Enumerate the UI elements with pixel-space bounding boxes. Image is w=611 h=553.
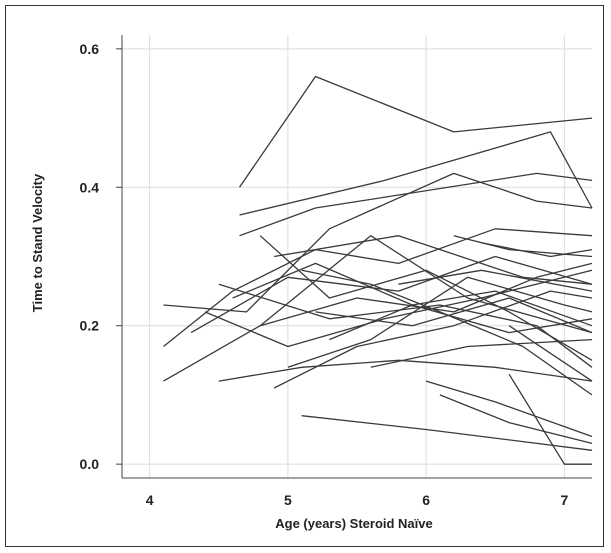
- series-line-14: [260, 262, 593, 327]
- series-line-26: [273, 235, 593, 285]
- y-tick-label: 0.4: [80, 179, 100, 195]
- series-line-2: [239, 172, 593, 237]
- series-line-25: [398, 269, 593, 292]
- series-line-12: [273, 290, 593, 389]
- y-tick-label: 0.2: [80, 318, 100, 334]
- series-line-5: [163, 228, 593, 348]
- tick-labels: 4 5 6 7 0.0 0.2 0.4 0.6: [80, 41, 569, 508]
- series-line-22: [508, 373, 592, 465]
- series-line-23: [508, 325, 593, 382]
- series-lines: [163, 75, 593, 465]
- x-tick-label: 7: [560, 492, 568, 508]
- series-line-20: [425, 380, 593, 438]
- series-line-19: [301, 415, 593, 451]
- series-line-17: [315, 297, 593, 334]
- series-line-6: [163, 235, 593, 382]
- series-line-3: [239, 131, 593, 216]
- series-line-24: [481, 242, 593, 258]
- series-line-10: [204, 269, 593, 348]
- y-axis-label: Time to Stand Velocity: [30, 173, 45, 312]
- y-tick-label: 0.6: [80, 41, 100, 57]
- series-line-9: [190, 255, 593, 334]
- series-line-21: [439, 394, 593, 445]
- series-line-18: [329, 290, 593, 341]
- series-line-28: [370, 338, 593, 368]
- series-line-4: [163, 172, 593, 313]
- series-line-27: [453, 235, 593, 258]
- series-line-16: [301, 269, 593, 396]
- x-axis-label: Age (years) Steroid Naïve: [275, 516, 433, 531]
- y-tick-label: 0.0: [80, 456, 100, 472]
- x-tick-label: 6: [422, 492, 430, 508]
- x-tick-label: 5: [284, 492, 292, 508]
- series-line-15: [218, 359, 593, 382]
- series-line-1: [238, 75, 593, 188]
- axes: [121, 35, 592, 479]
- gridlines: [122, 35, 592, 478]
- series-line-7: [218, 283, 593, 368]
- x-tick-label: 4: [146, 492, 154, 508]
- series-line-13: [287, 276, 593, 368]
